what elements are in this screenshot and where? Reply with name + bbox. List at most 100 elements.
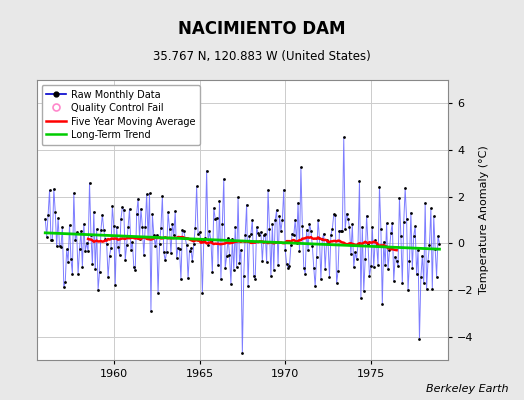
Point [230, 267, 238, 274]
Point [46, 187, 54, 194]
Point [254, 230, 262, 236]
Point [355, 178, 364, 184]
Point [81, 248, 90, 254]
Point [54, 215, 62, 221]
Point [253, 224, 261, 230]
Y-axis label: Temperature Anomaly (°C): Temperature Anomaly (°C) [479, 146, 489, 294]
Point [424, 258, 432, 264]
Point [384, 266, 392, 272]
Point [422, 286, 431, 292]
Point [288, 230, 297, 237]
Point [157, 224, 165, 231]
Point [431, 246, 439, 252]
Point [184, 275, 192, 282]
Point [205, 228, 214, 234]
Point [98, 211, 106, 218]
Point [131, 267, 139, 273]
Point [324, 240, 332, 246]
Point [97, 226, 105, 233]
Point [363, 212, 371, 219]
Point [395, 195, 403, 201]
Point [298, 223, 307, 229]
Point [271, 217, 279, 224]
Point [208, 269, 216, 276]
Point [277, 228, 285, 234]
Point [215, 198, 224, 204]
Point [375, 184, 384, 190]
Point [62, 246, 71, 253]
Point [322, 237, 331, 243]
Point [364, 241, 372, 248]
Point [50, 186, 58, 192]
Point [87, 232, 95, 238]
Point [428, 286, 436, 292]
Point [141, 224, 149, 230]
Point [94, 287, 102, 293]
Point [331, 212, 340, 218]
Point [162, 249, 171, 255]
Point [282, 261, 291, 267]
Point [221, 265, 230, 271]
Point [111, 282, 119, 288]
Point [78, 263, 86, 270]
Point [77, 228, 85, 234]
Point [127, 247, 135, 253]
Point [345, 224, 354, 230]
Point [211, 216, 220, 222]
Point [155, 240, 163, 247]
Point [430, 213, 438, 220]
Point [305, 220, 314, 227]
Point [354, 240, 362, 247]
Point [182, 242, 191, 248]
Point [378, 300, 387, 307]
Point [387, 230, 395, 236]
Point [181, 235, 189, 242]
Point [119, 207, 128, 213]
Point [100, 227, 108, 234]
Point [172, 255, 181, 261]
Point [195, 229, 204, 235]
Point [164, 209, 172, 216]
Point [249, 273, 258, 279]
Point [421, 200, 429, 206]
Point [187, 245, 195, 252]
Point [381, 262, 389, 269]
Point [171, 208, 179, 214]
Point [237, 247, 245, 253]
Point [128, 238, 137, 245]
Point [44, 212, 52, 218]
Point [231, 224, 239, 231]
Point [374, 262, 382, 268]
Point [144, 235, 152, 241]
Point [138, 224, 147, 230]
Point [51, 208, 59, 215]
Point [326, 232, 335, 238]
Point [398, 280, 407, 286]
Point [265, 226, 274, 232]
Point [315, 235, 324, 242]
Point [427, 205, 435, 212]
Point [148, 211, 157, 218]
Point [373, 242, 381, 248]
Point [137, 206, 145, 212]
Point [84, 248, 92, 255]
Point [177, 276, 185, 283]
Point [348, 221, 356, 228]
Point [316, 276, 325, 282]
Point [379, 238, 388, 245]
Point [244, 283, 252, 290]
Point [302, 227, 311, 233]
Point [85, 180, 94, 186]
Point [420, 280, 428, 287]
Point [107, 245, 115, 252]
Point [110, 223, 118, 229]
Point [176, 246, 184, 252]
Point [113, 224, 121, 230]
Point [210, 205, 218, 211]
Point [414, 247, 422, 253]
Point [185, 247, 194, 254]
Point [91, 266, 100, 272]
Point [410, 232, 418, 239]
Point [188, 258, 196, 264]
Point [274, 262, 282, 269]
